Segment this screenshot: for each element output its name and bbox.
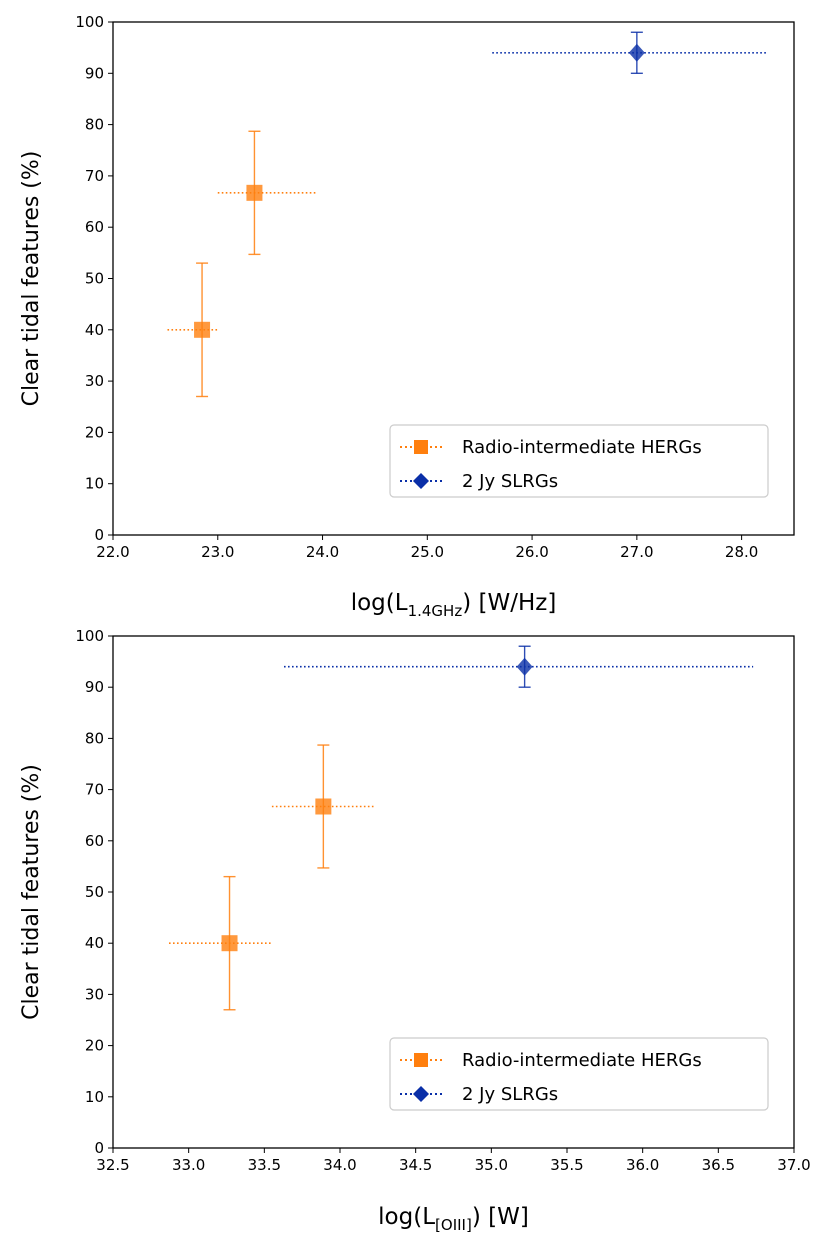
y-tick-label: 50 [85, 883, 104, 901]
y-tick-label: 70 [85, 781, 104, 799]
y-tick-label: 100 [75, 13, 104, 31]
legend-label: 2 Jy SLRGs [462, 1084, 558, 1105]
legend-label: Radio-intermediate HERGs [462, 437, 702, 458]
series-1 [167, 130, 318, 398]
y-tick-label: 10 [85, 1088, 104, 1106]
legend-box [389, 424, 769, 498]
legend-marker-square [414, 440, 428, 454]
x-tick-label: 35.5 [550, 1156, 583, 1174]
data-point-square [194, 321, 211, 338]
series-2 [492, 31, 768, 75]
x-tick-label: 26.0 [515, 543, 548, 561]
chart-panel-1: 0 10 20 30 40 50 60 70 80 90 100 22.0 23.0 24.0 25.0 26… [19, 13, 795, 620]
series-1 [168, 744, 375, 1011]
y-tick-label: 20 [85, 1037, 104, 1055]
x-tick-label: 32.5 [96, 1156, 129, 1174]
data-point-diamond [628, 43, 645, 62]
x-tick-label: 34.5 [399, 1156, 432, 1174]
legend-marker-diamond [413, 1086, 429, 1102]
y-tick-label: 80 [85, 116, 104, 134]
y-tick-label: 30 [85, 372, 104, 390]
x-tick-label: 33.5 [248, 1156, 281, 1174]
legend-label: Radio-intermediate HERGs [462, 1050, 702, 1071]
y-tick-label: 50 [85, 270, 104, 288]
chart-panel-2: 0 10 20 30 40 50 60 70 80 90 100 32.5 33.0 33.5 34.0 34… [19, 627, 811, 1234]
legend: Radio-intermediate HERGs 2 Jy SLRGs [389, 424, 769, 498]
legend-marker-diamond [413, 473, 429, 489]
x-tick-label: 35.0 [475, 1156, 508, 1174]
y-axis-label: Clear tidal features (%) [19, 764, 44, 1020]
y-tick-label: 0 [94, 526, 104, 544]
legend-label: 2 Jy SLRGs [462, 471, 558, 492]
x-tick-label: 34.0 [323, 1156, 356, 1174]
y-tick-label: 20 [85, 423, 104, 441]
x-axis-label: log(L1.4GHz) [W/Hz] [351, 590, 557, 620]
y-tick-label: 70 [85, 167, 104, 185]
y-tick-label: 40 [85, 934, 104, 952]
data-point-square [246, 184, 263, 201]
x-tick-label: 23.0 [201, 543, 234, 561]
x-tick-label: 25.0 [411, 543, 444, 561]
y-tick-label: 60 [85, 218, 104, 236]
y-tick-label: 90 [85, 678, 104, 696]
y-tick-label: 100 [75, 627, 104, 645]
series-2 [284, 645, 754, 688]
x-tick-label: 28.0 [725, 543, 758, 561]
y-tick-label: 10 [85, 475, 104, 493]
y-tick-label: 90 [85, 64, 104, 82]
data-point-square [315, 798, 332, 815]
x-axis-label: log(L[OIII]) [W] [378, 1204, 529, 1234]
legend-marker-square [414, 1053, 428, 1067]
x-tick-label: 24.0 [306, 543, 339, 561]
y-tick-label: 80 [85, 729, 104, 747]
plot-frame [112, 21, 795, 536]
y-axis-label: Clear tidal features (%) [19, 151, 44, 407]
x-tick-label: 36.0 [626, 1156, 659, 1174]
x-tick-label: 37.0 [777, 1156, 810, 1174]
data-point-diamond [516, 657, 533, 676]
x-tick-label: 27.0 [620, 543, 653, 561]
y-tick-label: 60 [85, 832, 104, 850]
y-tick-label: 30 [85, 985, 104, 1003]
y-tick-label: 40 [85, 321, 104, 339]
legend: Radio-intermediate HERGs 2 Jy SLRGs [389, 1037, 769, 1111]
y-tick-label: 0 [94, 1139, 104, 1157]
x-tick-label: 36.5 [702, 1156, 735, 1174]
x-tick-label: 33.0 [172, 1156, 205, 1174]
legend-box [389, 1037, 769, 1111]
data-point-square [221, 935, 238, 952]
x-tick-label: 22.0 [96, 543, 129, 561]
plot-frame [112, 635, 795, 1149]
